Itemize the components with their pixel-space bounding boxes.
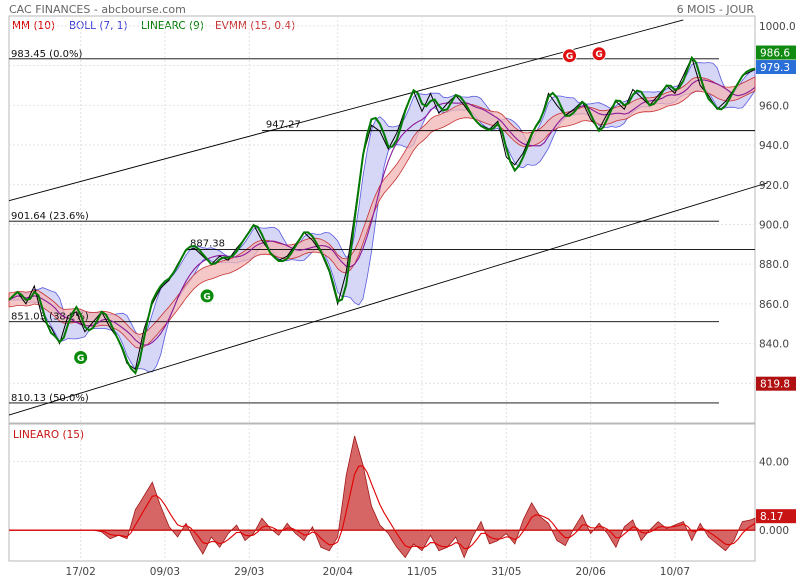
price-y-tick: 1000.0: [759, 21, 796, 33]
fibonacci-level-label: 810.13 (50.0%): [11, 393, 89, 404]
x-tick-label: 09/03: [150, 566, 180, 578]
price-y-tick: 960.0: [759, 100, 789, 112]
price-y-tick: 880.0: [759, 259, 789, 271]
fibonacci-level-label: 983.45 (0.0%): [11, 49, 82, 60]
signal-marker: [562, 48, 578, 64]
oscillator-y-tick: 0.000: [759, 525, 789, 537]
signal-label: G: [77, 354, 84, 364]
price-tag: [756, 45, 796, 60]
x-tick-label: 29/03: [234, 566, 264, 578]
x-tick-label: 17/02: [66, 566, 96, 578]
price-y-tick: 920.0: [759, 180, 789, 192]
channel-line: [8, 182, 768, 416]
price-panel: 983.45 (0.0%) 901.64 (23.6%) 851.03 (38.2%…: [8, 15, 796, 424]
x-tick-label: 20/04: [323, 566, 354, 578]
price-plot-area: [8, 15, 756, 424]
x-tick-label: 20/06: [575, 566, 606, 578]
period-label: 6 MOIS - JOUR: [677, 3, 755, 16]
price-tag-label: 986.6: [760, 48, 790, 60]
signal-label: G: [203, 292, 210, 302]
oscillator-area: [9, 435, 756, 559]
x-tick-label: 10/07: [660, 566, 690, 578]
legend-linearc: LINEARC (9): [141, 20, 204, 32]
oscillator-value-tag: [756, 509, 796, 524]
fibonacci-level-label: 901.64 (23.6%): [11, 211, 89, 222]
price-tag-label: 979.3: [760, 62, 790, 74]
signal-label: G: [566, 52, 573, 62]
signal-marker: [591, 46, 607, 62]
price-y-tick: 840.0: [759, 339, 789, 351]
oscillator-panel: LINEARO (15) 40.00 0.000 8.17: [8, 423, 796, 562]
oscillator-plot-area: [8, 423, 756, 562]
oscillator-signal-line: [9, 465, 756, 550]
support-level-label: 887.38: [190, 239, 225, 250]
price-y-tick: 940.0: [759, 140, 789, 152]
x-axis: 17/02 09/03 29/03 20/04 11/05 31/05 20/06 10/07: [66, 566, 691, 578]
x-tick-label: 31/05: [491, 566, 521, 578]
legend-evmm: EVMM (15, 0.4): [215, 20, 295, 32]
signal-label: G: [595, 50, 602, 60]
oscillator-value-label: 8.17: [760, 511, 783, 523]
price-tag: [756, 60, 796, 75]
evmm-band: [8, 76, 756, 349]
oscillator-title: LINEARO (15): [13, 429, 84, 441]
close-price-line: [8, 56, 756, 371]
price-tag: [756, 376, 796, 391]
x-tick-label: 11/05: [407, 566, 437, 578]
fibonacci-level-label: 851.03 (38.2%): [11, 312, 89, 323]
signal-marker: [199, 288, 215, 304]
support-level-label: 947.27: [266, 120, 301, 131]
mm-line: [8, 79, 756, 346]
linearc-line: [8, 55, 756, 375]
signal-marker: [73, 349, 89, 365]
site-title: CAC FINANCES - abcbourse.com: [9, 3, 186, 16]
price-tag-label: 819.8: [760, 379, 790, 391]
price-y-tick: 900.0: [759, 219, 789, 231]
price-y-tick: 860.0: [759, 299, 789, 311]
oscillator-y-tick: 40.00: [759, 457, 789, 469]
